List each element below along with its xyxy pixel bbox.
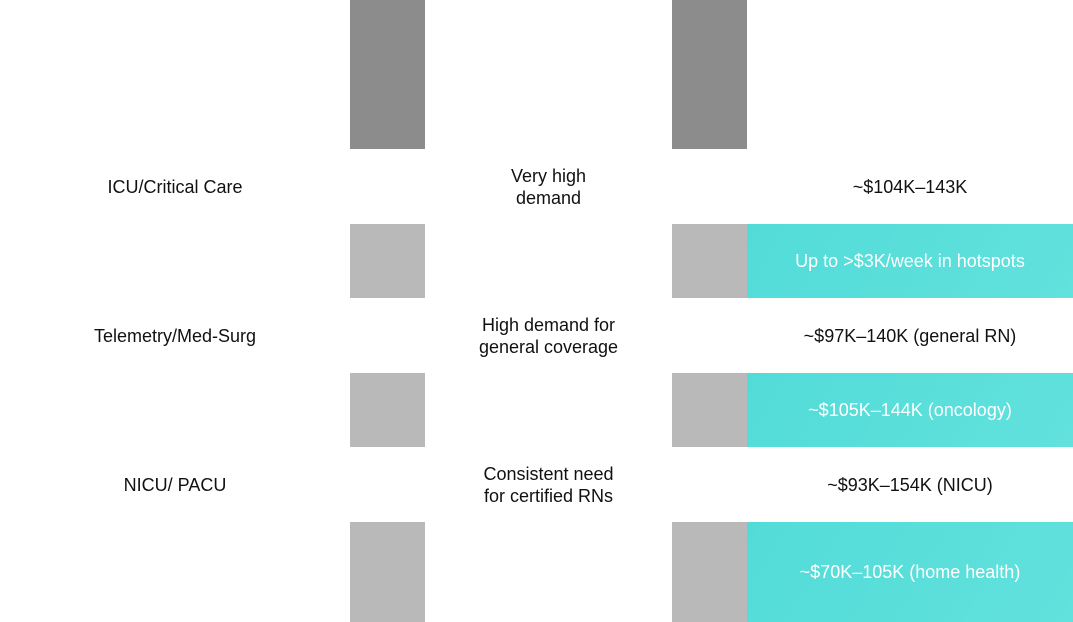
table-row-2-pay: Up to >$3K/week in hotspots: [747, 224, 1073, 298]
header-gap-1: [350, 0, 425, 149]
header-trend-label: 2025 Trend: [506, 37, 591, 111]
header-trend: 2025 Trend: [425, 0, 672, 149]
row-1-gap-2: [672, 149, 747, 224]
row-4-gap-2: [672, 373, 747, 447]
row-5-gap-2: [672, 447, 747, 522]
table-row-1-pay: ~$104K–143K: [747, 149, 1073, 224]
table-row-2-trend: Very high demand: [425, 224, 672, 298]
header-area-label: In-Demand Area: [94, 37, 256, 111]
cell-pay: ~$97K–140K (general RN): [803, 325, 1017, 346]
header-gap-2: [672, 0, 747, 149]
cell-pay: ~$105K–144K (oncology): [808, 400, 1012, 420]
cell-trend: Growing need as care shifts out of hospi…: [460, 551, 637, 593]
cell-pay: Up to >$3K/week in hotspots: [795, 251, 1025, 271]
cell-area: Home Health & Community: [65, 562, 285, 582]
table-row-3-area: Telemetry/Med-Surg: [0, 298, 350, 373]
cell-area: ICU/Critical Care: [107, 176, 243, 197]
header-pay-label: Typical Pay Range (Annual): [795, 37, 1025, 111]
row-1-gap-1: [350, 149, 425, 224]
cell-area: NICU/ PACU: [123, 474, 227, 495]
row-3-gap-2: [672, 298, 747, 373]
header-pay: Typical Pay Range (Annual): [747, 0, 1073, 149]
cell-trend: Consistent need for certified RNs: [483, 463, 614, 506]
cell-pay: ~$70K–105K (home health): [799, 562, 1021, 582]
table-row-6-trend: Growing need as care shifts out of hospi…: [425, 522, 672, 622]
cell-area: Telemetry/Med-Surg: [93, 325, 257, 346]
row-4-gap-1: [350, 373, 425, 447]
table-row-6-pay: ~$70K–105K (home health): [747, 522, 1073, 622]
table-row-1-trend: Very high demand: [425, 149, 672, 224]
table-row-4-trend: High demand for specialists: [425, 373, 672, 447]
cell-trend: Very high demand: [510, 165, 587, 208]
table-row-5-trend: Consistent need for certified RNs: [425, 447, 672, 522]
table-row-3-pay: ~$97K–140K (general RN): [747, 298, 1073, 373]
row-2-gap-2: [672, 224, 747, 298]
cell-pay: ~$93K–154K (NICU): [827, 474, 993, 495]
table-row-4-pay: ~$105K–144K (oncology): [747, 373, 1073, 447]
cell-trend: High demand for specialists: [493, 389, 604, 431]
row-6-gap-2: [672, 522, 747, 622]
cell-area: Emergency (ER): [108, 251, 242, 271]
cell-area: Oncology/ Pediatrics: [92, 400, 258, 420]
table-row-5-pay: ~$93K–154K (NICU): [747, 447, 1073, 522]
header-area: In-Demand Area: [0, 0, 350, 149]
table-row-2-area: Emergency (ER): [0, 224, 350, 298]
row-5-gap-1: [350, 447, 425, 522]
cell-trend: High demand for general coverage: [478, 314, 619, 357]
row-3-gap-1: [350, 298, 425, 373]
table-row-6-area: Home Health & Community: [0, 522, 350, 622]
table-row-1-area: ICU/Critical Care: [0, 149, 350, 224]
table-row-3-trend: High demand for general coverage: [425, 298, 672, 373]
cell-trend: Very high demand: [510, 240, 587, 282]
table-row-5-area: NICU/ PACU: [0, 447, 350, 522]
cell-pay: ~$104K–143K: [852, 176, 968, 197]
row-6-gap-1: [350, 522, 425, 622]
table-row-4-area: Oncology/ Pediatrics: [0, 373, 350, 447]
row-2-gap-1: [350, 224, 425, 298]
